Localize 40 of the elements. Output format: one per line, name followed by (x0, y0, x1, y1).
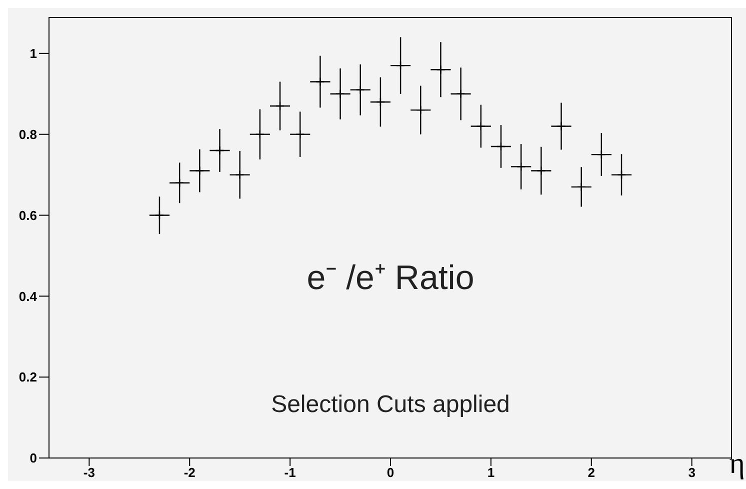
y-tick-label: 0.6 (18, 208, 37, 223)
point (174, 178, 184, 188)
y-tick-label: 0.8 (18, 126, 37, 142)
x-tick-label: -2 (184, 465, 196, 480)
x-tick-label: -3 (83, 465, 95, 480)
x-tick-label: 1 (487, 465, 495, 480)
point (356, 85, 365, 94)
point (576, 182, 586, 192)
x-axis-title: η (729, 447, 745, 481)
point (195, 166, 204, 176)
x-tick-label: -1 (284, 465, 296, 480)
y-tick-label: 0.4 (18, 288, 38, 304)
point (496, 142, 506, 152)
point (416, 105, 426, 115)
point (235, 170, 244, 180)
point (436, 64, 446, 74)
point (596, 150, 606, 160)
point (275, 101, 285, 111)
annotation: e⁻ /e⁺ Ratio (306, 258, 476, 299)
y-tick-label: 1 (30, 46, 37, 62)
y-tick-label: 0.2 (18, 370, 37, 385)
point (255, 130, 265, 139)
point (296, 130, 305, 139)
point (336, 89, 345, 98)
y-tick-label: 0 (30, 450, 37, 466)
x-tick-label: 2 (588, 465, 595, 480)
x-tick-label: 0 (386, 465, 394, 480)
point (536, 166, 546, 176)
point (215, 146, 224, 156)
point (516, 162, 526, 172)
point (616, 170, 626, 180)
point (396, 60, 406, 70)
x-tick-label: 3 (688, 465, 696, 480)
point (456, 89, 466, 98)
point (476, 122, 486, 131)
annotation: Selection Cuts applied (270, 391, 511, 419)
point (376, 97, 386, 107)
point (316, 77, 325, 86)
point (154, 210, 164, 220)
point (556, 122, 566, 131)
